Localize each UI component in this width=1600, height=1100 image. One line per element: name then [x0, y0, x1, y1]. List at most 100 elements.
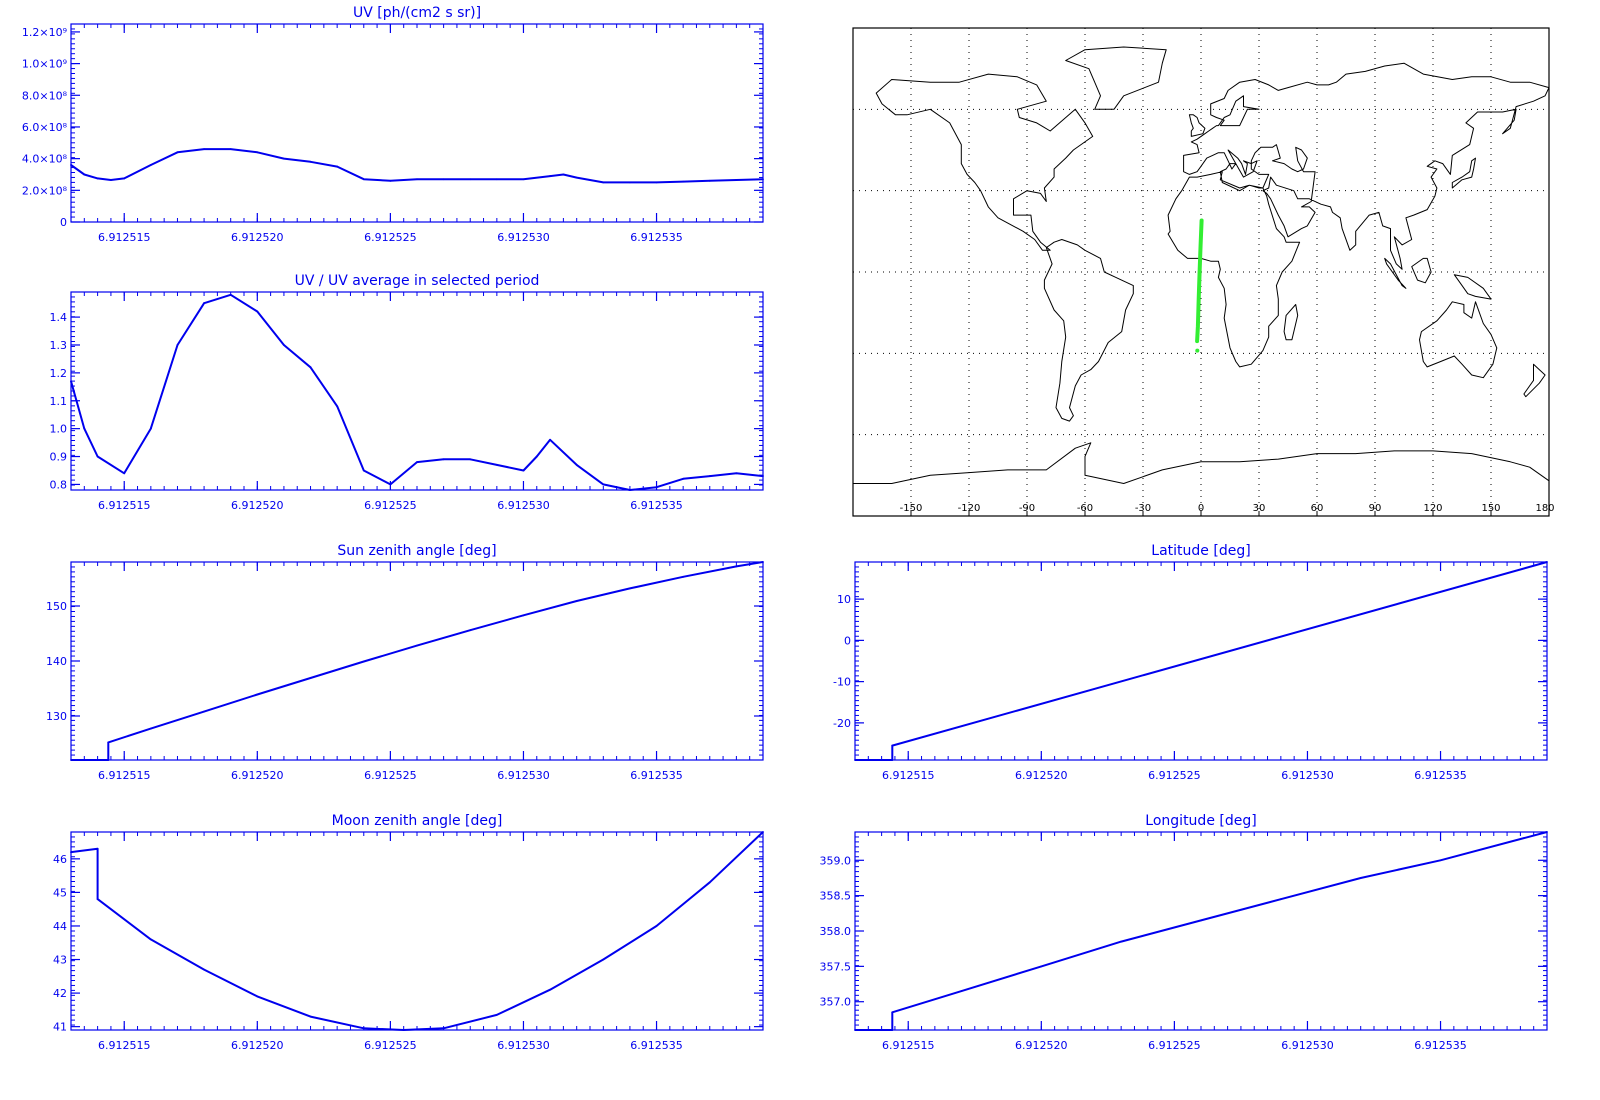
uvratio-y-tick-label: 1.2 [50, 367, 68, 380]
mza-y-tick-label: 44 [53, 920, 67, 933]
lon-y-tick-label: 357.5 [820, 960, 852, 973]
map-x-tick-label: 0 [1198, 503, 1204, 514]
uvratio-y-tick-label: 0.8 [50, 478, 68, 491]
mza-y-tick-label: 46 [53, 853, 67, 866]
uvratio-data-point [96, 455, 99, 458]
uvratio-y-tick-label: 0.9 [50, 451, 68, 464]
coastline-south-america [1043, 239, 1134, 422]
mza-data-point [256, 995, 259, 998]
lon-x-tick-label: 6.912530 [1281, 1039, 1334, 1052]
map-x-tick-label: -150 [900, 503, 923, 514]
uv-title: UV [ph/(cm2 s sr)] [353, 5, 481, 21]
uv-data-point [762, 178, 764, 181]
uvratio-data-point [362, 469, 365, 472]
uvratio-x-tick-label: 6.912520 [231, 499, 284, 512]
lon-data-point [891, 1011, 894, 1014]
sza-data-point [203, 710, 205, 713]
uv-y-tick-label: 6.0×10⁸ [22, 121, 68, 134]
coastline-madagascar [1283, 304, 1299, 341]
sza-data-point [575, 600, 578, 602]
map-x-tick-label: 120 [1423, 503, 1442, 514]
uvratio-data-point [176, 344, 179, 346]
lat-x-tick-label: 6.912515 [882, 769, 935, 782]
mza-y-tick-label: 41 [53, 1021, 67, 1034]
lat-title: Latitude [deg] [1151, 543, 1250, 559]
mza-data-point [442, 1027, 445, 1030]
uvratio-data-point [469, 458, 472, 461]
orbit-track-point [1195, 339, 1199, 343]
mza-x-tick-label: 6.912530 [497, 1039, 550, 1052]
mza-data-point [203, 968, 205, 971]
lon-y-tick-label: 359.0 [820, 854, 852, 867]
orbit-track-line [1195, 218, 1204, 344]
uv-x-tick-label: 6.912515 [98, 231, 151, 244]
uv-data-point [362, 178, 365, 181]
uv-data-point [203, 148, 205, 151]
sza-y-tick-label: 130 [46, 710, 67, 723]
uv-x-tick-label: 6.912520 [231, 231, 284, 244]
uv-x-tick-label: 6.912535 [630, 231, 683, 244]
panel-world-map: -150 -120 -90 -60 -30 0 30 60 90 120 150 180 [852, 27, 1555, 517]
uv-data-point [708, 179, 711, 182]
sza-title: Sun zenith angle [deg] [337, 543, 496, 559]
coastline-antarctica [853, 442, 1550, 484]
map-x-tick-label: 150 [1481, 503, 1500, 514]
lon-data-point [1546, 831, 1548, 833]
uvratio-data-point [549, 438, 551, 441]
uv-frame [70, 23, 764, 223]
sza-data-point [735, 565, 738, 568]
mza-frame [70, 831, 764, 1031]
uvratio-x-tick-label: 6.912525 [364, 499, 417, 512]
lon-data-point [891, 1029, 894, 1031]
uvratio-data-point [203, 302, 205, 305]
uv-data-point [309, 160, 312, 163]
mza-y-tick-label: 43 [53, 954, 67, 967]
panel-longitude: Longitude [deg] 6.912515 6.912520 6.912525 6… [820, 813, 1548, 1052]
panel-moon-zenith-angle: Moon zenith angle [deg] 6.912515 6.912520 6… [53, 813, 764, 1052]
uv-data-point [416, 178, 418, 181]
uvratio-data-point [535, 455, 538, 458]
map-x-tick-label: 180 [1535, 503, 1554, 514]
lat-x-tick-label: 6.912525 [1148, 769, 1201, 782]
uvratio-data-point [149, 427, 152, 430]
lon-data-point [1359, 877, 1362, 879]
coastline-new-zealand [1523, 363, 1546, 398]
uv-data-point [256, 151, 259, 154]
uv-data-point [575, 176, 578, 179]
uvratio-series-line [70, 293, 764, 491]
lat-series-line [855, 561, 1548, 761]
lon-y-tick-label: 358.0 [820, 925, 852, 938]
uv-data-point [123, 177, 126, 180]
lon-data-point [1040, 965, 1043, 968]
lon-x-tick-label: 6.912525 [1148, 1039, 1201, 1052]
uvratio-data-point [522, 469, 525, 472]
uvratio-data-point [83, 427, 86, 430]
map-x-tick-label: -120 [958, 503, 981, 514]
mza-data-point [309, 1015, 312, 1018]
uvratio-frame [70, 291, 764, 491]
coastline-japan [1451, 157, 1476, 189]
mza-title: Moon zenith angle [deg] [332, 813, 503, 829]
uvratio-data-point [416, 461, 418, 464]
lon-data-point [1120, 940, 1123, 943]
lon-series-line [855, 831, 1548, 1031]
map-x-tick-label: -90 [1019, 503, 1035, 514]
sza-data-point [682, 575, 685, 578]
panel-uv-ratio: UV / UV average in selected period 6.9125… [50, 273, 764, 512]
uvratio-x-tick-label: 6.912515 [98, 499, 151, 512]
lat-x-tick-label: 6.912535 [1414, 769, 1467, 782]
uv-data-point [336, 165, 339, 168]
orbit-track-point [1200, 218, 1204, 222]
sza-x-tick-label: 6.912515 [98, 769, 151, 782]
map-x-tick-label: -60 [1077, 503, 1093, 514]
mza-x-tick-label: 6.912525 [364, 1039, 417, 1052]
uvratio-y-tick-label: 1.3 [50, 339, 68, 352]
lat-data-point [891, 759, 894, 761]
uvratio-data-point [283, 344, 285, 346]
uvratio-data-point [389, 483, 392, 486]
uv-y-tick-label: 1.0×10⁹ [22, 58, 67, 71]
lon-data-point [1439, 859, 1442, 862]
sza-series-line [71, 561, 764, 761]
mza-data-point [708, 881, 711, 884]
mza-data-point [96, 847, 99, 850]
